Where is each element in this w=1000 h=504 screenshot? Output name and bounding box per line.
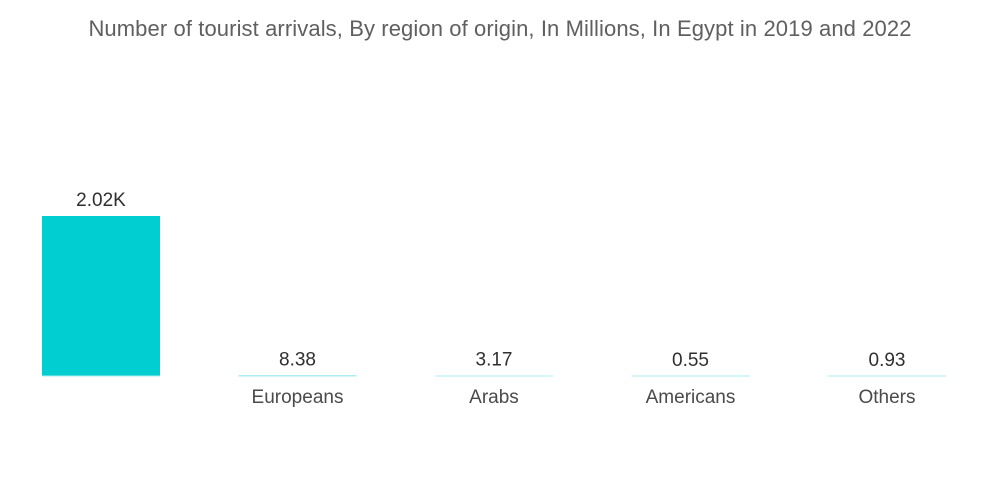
x-tick-label: Others [858,387,915,408]
bar-baseline [42,375,160,377]
bar-baseline [238,375,357,377]
bar-baseline [828,375,946,377]
x-tick-label: Europeans [252,387,344,408]
data-label: 8.38 [279,349,316,370]
x-tick-label: Americans [646,387,736,408]
bar-baseline [435,375,553,377]
data-label: 0.55 [672,350,709,371]
x-tick-label: Arabs [469,387,519,408]
bar-baseline [631,375,750,377]
data-label: 3.17 [476,350,513,371]
chart-title: Number of tourist arrivals, By region of… [88,16,912,41]
bar-unlabeled [42,216,160,376]
data-label: 2.02K [76,190,126,211]
data-label: 0.93 [869,350,906,371]
